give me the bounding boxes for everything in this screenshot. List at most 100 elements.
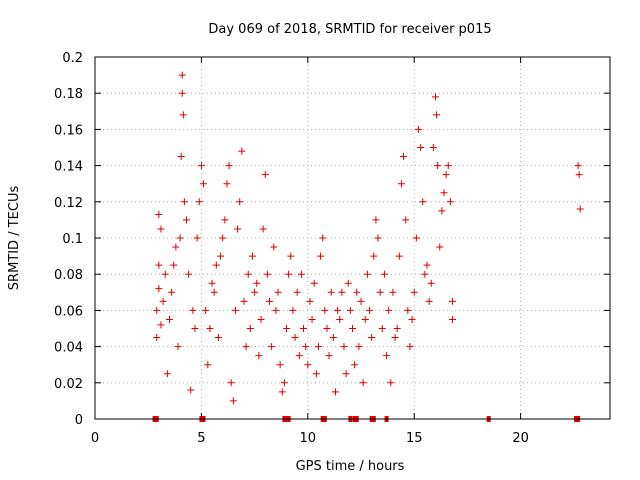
data-point <box>444 162 452 170</box>
data-point <box>338 288 346 296</box>
data-point <box>202 306 210 314</box>
data-point <box>306 297 314 305</box>
data-point <box>378 325 386 332</box>
data-point <box>449 297 457 305</box>
data-point <box>163 370 171 378</box>
data-point <box>327 288 335 296</box>
chart-title: Day 069 of 2018, SRMTID for receiver p01… <box>208 22 491 37</box>
x-tick-label: 10 <box>300 431 317 446</box>
y-tick-label: 0.14 <box>54 160 83 175</box>
data-point <box>251 288 259 296</box>
data-point <box>278 388 286 396</box>
data-point <box>297 270 305 278</box>
data-point <box>575 171 583 179</box>
data-point <box>434 162 442 170</box>
data-point <box>238 147 246 155</box>
data-point <box>412 234 420 242</box>
data-point <box>157 225 165 233</box>
data-point <box>574 162 582 170</box>
data-point <box>170 261 178 269</box>
data-point <box>576 205 584 213</box>
data-point <box>363 270 371 278</box>
data-point <box>210 288 218 296</box>
data-point <box>178 89 186 97</box>
data-point <box>440 189 448 197</box>
data-point <box>304 361 312 369</box>
data-point <box>425 297 433 305</box>
data-point <box>321 306 329 314</box>
data-point <box>285 270 293 278</box>
data-point <box>312 370 320 378</box>
data-point <box>429 144 437 151</box>
data-point <box>217 252 225 260</box>
data-point <box>193 234 201 242</box>
data-point <box>197 162 205 170</box>
data-point <box>191 325 199 332</box>
data-point <box>433 111 441 119</box>
data-point <box>236 198 244 206</box>
x-axis-label: GPS time / hours <box>296 459 405 474</box>
data-point <box>406 343 414 351</box>
data-point <box>268 343 276 351</box>
data-point <box>323 325 331 332</box>
data-point <box>291 334 299 342</box>
data-point <box>370 252 378 260</box>
data-point <box>206 325 214 332</box>
data-point <box>400 153 408 161</box>
data-point <box>436 243 444 251</box>
data-point <box>208 279 216 287</box>
data-point <box>155 285 163 293</box>
data-point <box>187 386 195 394</box>
data-point <box>419 198 427 206</box>
data-point <box>276 361 284 369</box>
y-tick-label: 0.04 <box>54 341 83 356</box>
data-point <box>174 343 182 351</box>
data-points <box>153 71 584 405</box>
data-point <box>310 279 318 287</box>
data-point <box>221 216 229 224</box>
data-point <box>314 343 322 351</box>
data-point <box>402 216 410 224</box>
data-point <box>189 306 197 314</box>
y-tick-label: 0.02 <box>54 377 83 392</box>
x-tick-label: 0 <box>91 431 99 446</box>
y-tick-label: 0.06 <box>54 304 83 319</box>
data-point <box>234 225 242 233</box>
data-point <box>395 252 403 260</box>
data-point <box>387 379 395 387</box>
data-point <box>423 261 431 269</box>
data-point <box>153 306 161 314</box>
data-point <box>325 352 333 360</box>
data-point <box>183 216 191 224</box>
data-point <box>155 210 163 218</box>
data-point <box>168 288 176 296</box>
y-tick-label: 0.12 <box>54 196 83 211</box>
y-tick-label: 0.08 <box>54 268 83 283</box>
x-tick-label: 15 <box>406 431 423 446</box>
data-point <box>340 343 348 351</box>
data-point <box>353 288 361 296</box>
tick-labels: 0 0.02 0.04 0.06 0.08 0.1 0.12 0.14 0.16 0.18 0.2 0… <box>54 51 529 446</box>
data-point <box>153 334 161 342</box>
data-point <box>376 288 384 296</box>
data-point <box>391 334 399 342</box>
data-point <box>255 352 263 360</box>
data-point <box>372 216 380 224</box>
data-point <box>212 261 220 269</box>
data-point <box>280 379 288 387</box>
data-point <box>446 198 454 206</box>
data-point <box>225 162 233 170</box>
data-point <box>159 297 167 305</box>
data-point <box>257 315 265 323</box>
data-point <box>389 288 397 296</box>
data-point <box>176 234 184 242</box>
data-point <box>349 325 356 332</box>
data-point <box>200 180 208 188</box>
data-point <box>293 288 301 296</box>
data-point <box>227 379 235 387</box>
data-point <box>180 198 188 206</box>
data-point <box>172 243 180 251</box>
data-point <box>366 306 374 314</box>
data-point <box>165 315 173 323</box>
